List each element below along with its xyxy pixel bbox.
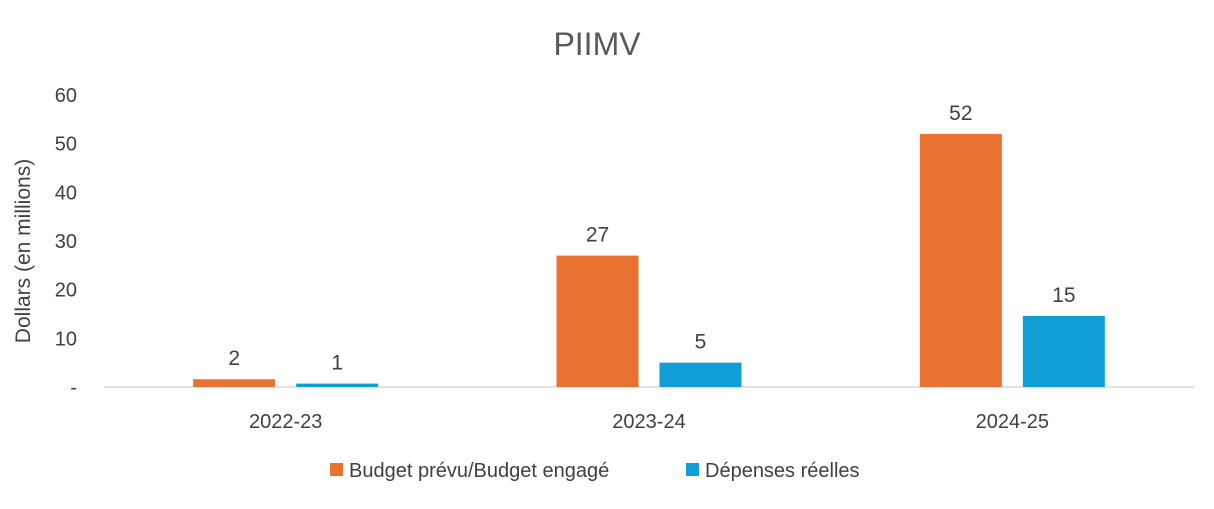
x-tick-label: 2024-25 xyxy=(976,411,1049,433)
y-axis-title: Dollars (en millions) xyxy=(12,159,35,343)
data-label: 52 xyxy=(949,102,972,125)
bars-group xyxy=(193,133,1105,387)
legend-swatch xyxy=(686,463,699,476)
x-axis-ticks: 2022-23 2023-24 2024-25 xyxy=(249,411,1049,433)
x-tick-label: 2023-24 xyxy=(612,411,685,433)
y-tick-label: - xyxy=(70,377,77,399)
bar xyxy=(193,379,276,387)
bar xyxy=(919,133,1002,387)
legend-swatch xyxy=(330,463,343,476)
x-tick-label: 2022-23 xyxy=(249,411,322,433)
bar xyxy=(556,255,639,387)
data-label: 5 xyxy=(695,331,707,354)
bar xyxy=(1022,315,1105,387)
y-tick-label: 60 xyxy=(55,85,77,107)
data-label: 2 xyxy=(228,347,240,370)
legend-label: Budget prévu/Budget engagé xyxy=(349,460,609,482)
bar xyxy=(659,362,742,387)
y-tick-label: 40 xyxy=(55,182,77,204)
y-tick-label: 30 xyxy=(55,231,77,253)
bar xyxy=(296,383,379,387)
data-label: 27 xyxy=(586,224,609,247)
data-label: 1 xyxy=(331,352,343,375)
legend-label: Dépenses réelles xyxy=(705,460,860,482)
data-label: 15 xyxy=(1052,284,1075,307)
y-tick-label: 50 xyxy=(55,134,77,156)
legend: Budget prévu/Budget engagé Dépenses réell… xyxy=(330,460,860,482)
data-labels-group: 2 1 27 5 52 15 xyxy=(228,102,1075,375)
y-axis-ticks: - 10 20 30 40 50 60 xyxy=(55,85,77,399)
chart-title: PIIMV xyxy=(553,26,641,62)
y-tick-label: 10 xyxy=(55,328,77,350)
y-tick-label: 20 xyxy=(55,280,77,302)
